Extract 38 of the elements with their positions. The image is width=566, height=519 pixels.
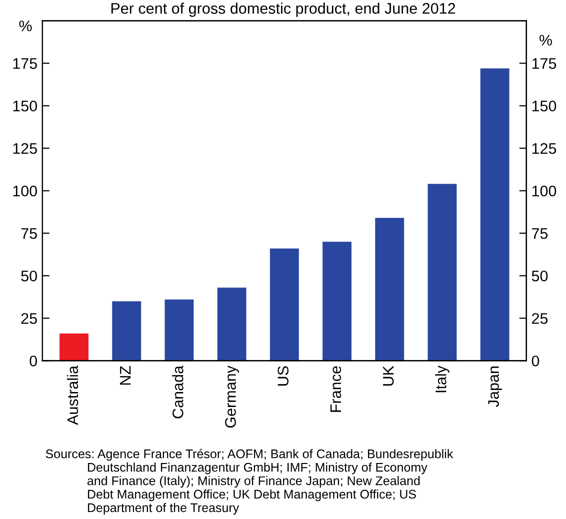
bar (480, 68, 510, 361)
bar (112, 301, 142, 361)
bar (217, 288, 246, 361)
bar (164, 300, 194, 361)
x-tick-label: UK (383, 366, 394, 386)
source-note: Sources: Agence France Trésor; AOFM; Bank of Canada; Bundesrepublik Deutschland Finanzagentur GmbH; IMF; Ministry of Economy and Finance (Italy); Ministry of Finance Japan; New Zealand Debt Management Office; UK Debt Management Office; US Department of the Treasury (46, 448, 454, 515)
y-tick-label: 0 (30, 356, 37, 366)
y-tick-label: 175 (13, 58, 37, 69)
y-axis-title: % (19, 20, 32, 32)
y2-tick-label: 50 (532, 270, 548, 282)
x-tick-label: Italy (435, 366, 450, 392)
x-tick-label: Australia (66, 366, 78, 425)
x-tick-label: NZ (120, 366, 131, 385)
y-tick-label: 50 (21, 270, 37, 282)
y2-tick-label: 125 (532, 143, 556, 154)
y-tick-label: 75 (21, 228, 37, 239)
y2-tick-label: 75 (532, 228, 548, 239)
y2-tick-label: 175 (532, 58, 556, 69)
x-tick-label: US (278, 366, 289, 386)
y2-axis-title: % (539, 34, 552, 46)
x-tick-label: France (330, 366, 342, 412)
y2-tick-label: 25 (532, 313, 548, 324)
y2-tick-label: 0 (532, 356, 540, 366)
x-tick-label: Canada (172, 366, 184, 418)
chart-subtitle: Per cent of gross domestic product, end June 2012 (111, 2, 456, 17)
x-tick-label: Germany (225, 366, 239, 428)
bar (375, 218, 404, 361)
bar (322, 242, 352, 361)
y-tick-label: 25 (21, 313, 37, 324)
bar (428, 184, 457, 361)
bar (270, 248, 299, 361)
x-tick-label: Japan (488, 366, 502, 407)
y-tick-label: 125 (13, 143, 37, 154)
y2-tick-label: 150 (532, 100, 556, 112)
bar (60, 334, 88, 361)
y-tick-label: 150 (13, 100, 37, 112)
y2-tick-label: 100 (532, 186, 556, 196)
y-tick-label: 100 (13, 186, 37, 196)
